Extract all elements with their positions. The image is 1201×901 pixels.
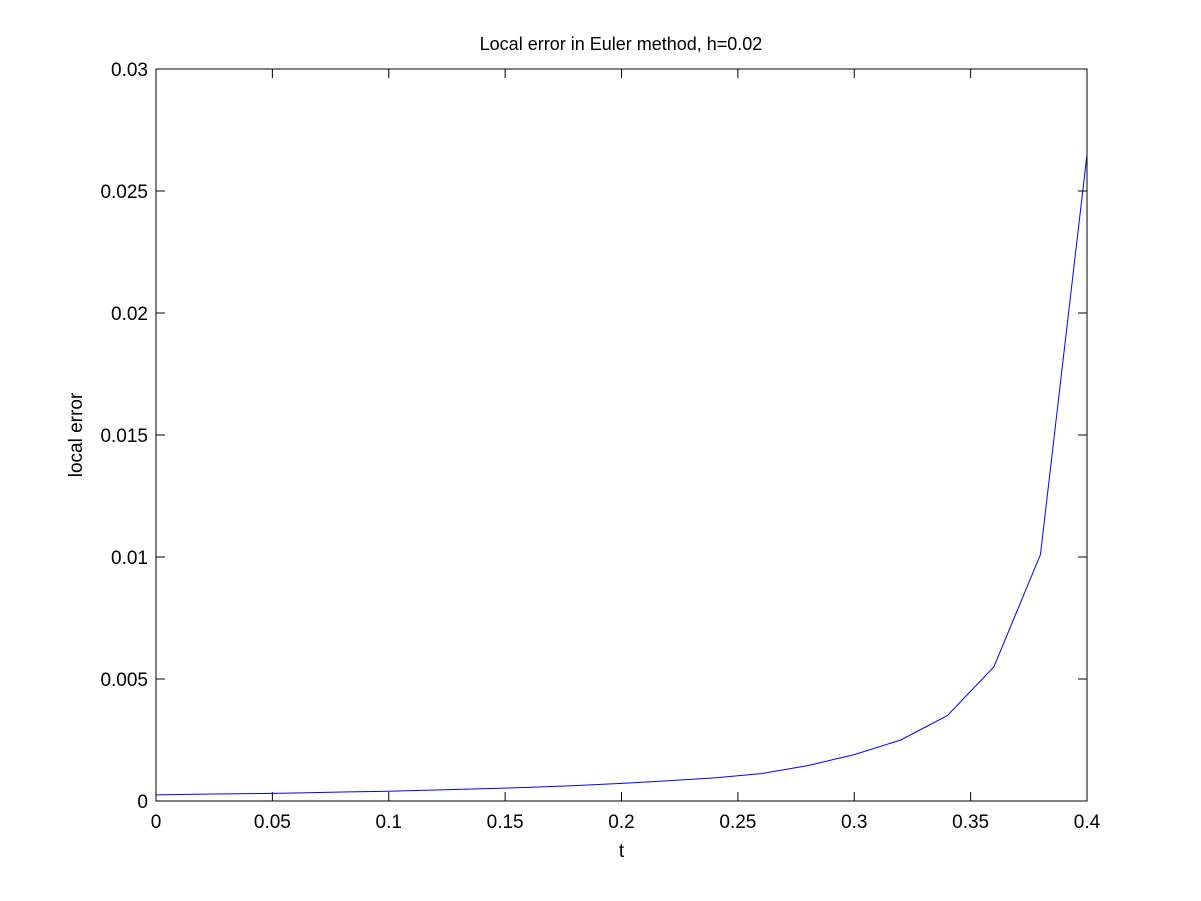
y-tick-label: 0.015 <box>100 426 148 447</box>
y-tick-label: 0 <box>137 792 148 813</box>
x-tick-label: 0.15 <box>487 812 524 833</box>
x-tick-label: 0.2 <box>608 812 634 833</box>
y-tick-label: 0.03 <box>111 60 148 81</box>
chart-title: Local error in Euler method, h=0.02 <box>480 34 763 54</box>
y-axis-label: local error <box>66 392 87 477</box>
x-tick-label: 0.25 <box>719 812 756 833</box>
ticks-layer: 0 0.05 0.1 0.15 0.2 0.25 0.3 0.35 0.4 0 0.005 0.01 0… <box>100 60 1100 833</box>
y-tick-label: 0.025 <box>100 182 148 203</box>
x-tick-label: 0.4 <box>1074 812 1101 833</box>
x-tick-label: 0.05 <box>254 812 291 833</box>
axes-box <box>155 68 1088 802</box>
x-tick-label: 0 <box>151 812 162 833</box>
y-tick-label: 0.01 <box>111 548 148 569</box>
series-line-0 <box>155 154 1088 796</box>
x-tick-label: 0.35 <box>952 812 989 833</box>
x-tick-label: 0.3 <box>841 812 867 833</box>
series-layer <box>155 154 1088 796</box>
x-tick-label: 0.1 <box>376 812 402 833</box>
y-tick-label: 0.005 <box>100 670 148 691</box>
y-tick-label: 0.02 <box>111 304 148 325</box>
x-axis-label: t <box>619 841 625 862</box>
